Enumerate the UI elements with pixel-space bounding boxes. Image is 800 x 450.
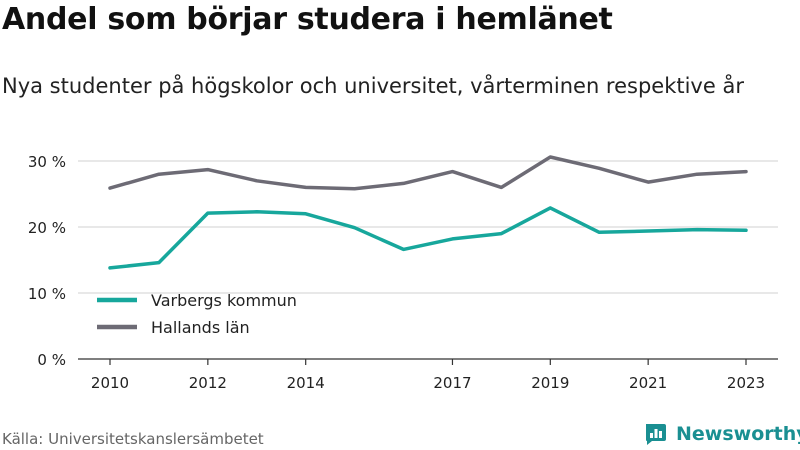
series-line-hallands-lan: [108, 155, 748, 191]
gridlines: [78, 160, 778, 294]
x-tick-label: 2012: [189, 374, 227, 392]
x-tick-label: 2023: [727, 374, 765, 392]
brand-logo[interactable]: Newsworthy: [644, 420, 800, 448]
y-axis-tick-labels: 0 % 10 % 20 % 30 %: [28, 153, 66, 369]
legend: Varbergs kommun Hallands län: [97, 291, 297, 337]
y-tick-label: 30 %: [28, 153, 66, 171]
brand-name: Newsworthy: [676, 423, 800, 445]
x-tick-label: 2014: [287, 374, 325, 392]
y-tick-label: 0 %: [37, 351, 66, 369]
x-tick-label: 2019: [531, 374, 569, 392]
chart-subtitle: Nya studenter på högskolor och universit…: [2, 74, 744, 98]
chart-title: Andel som börjar studera i hemlänet: [2, 2, 613, 37]
x-tick-label: 2021: [629, 374, 667, 392]
newsworthy-logo-icon: [646, 424, 666, 445]
x-tick-label: 2017: [433, 374, 471, 392]
source-note: Källa: Universitetskanslersämbetet: [2, 430, 264, 448]
legend-label: Hallands län: [151, 318, 250, 337]
series-lines: [108, 155, 748, 270]
legend-label: Varbergs kommun: [151, 291, 297, 310]
y-tick-label: 10 %: [28, 285, 66, 303]
line-chart: 0 % 10 % 20 % 30 % 2010 2012 2014 2017 2019 2021…: [28, 153, 778, 392]
x-tick-label: 2010: [91, 374, 129, 392]
y-tick-label: 20 %: [28, 219, 66, 237]
series-line-varbergs-kommun: [108, 206, 748, 270]
x-axis: 2010 2012 2014 2017 2019 2021 2023: [78, 358, 778, 392]
